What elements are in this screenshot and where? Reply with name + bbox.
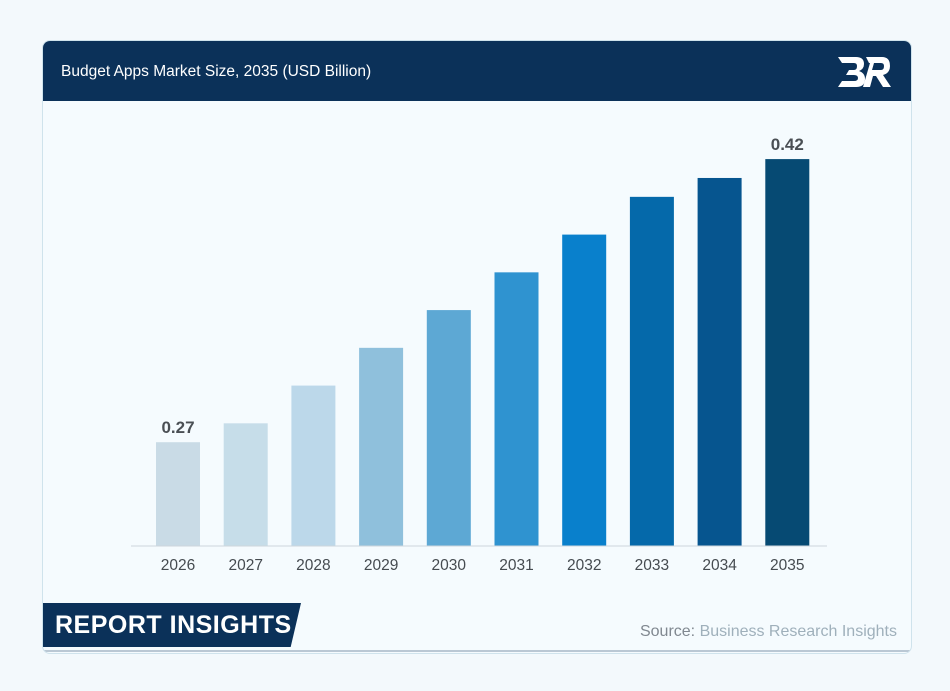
source-value: Business Research Insights <box>699 623 897 640</box>
data-label-2026: 0.27 <box>161 418 194 437</box>
bar-2033 <box>629 196 674 546</box>
report-insights-label: REPORT INSIGHTS <box>55 611 292 639</box>
x-tick-label: 2030 <box>432 557 467 574</box>
bar-2027 <box>223 423 268 546</box>
x-tick-label: 2026 <box>161 557 195 574</box>
data-label-2035: 0.42 <box>771 135 804 154</box>
bottom-divider <box>43 650 911 652</box>
bar-2035 <box>765 159 810 546</box>
bar-2026 <box>156 442 200 546</box>
source-note: Source: Business Research Insights <box>640 623 897 641</box>
source-label: Source: <box>639 623 696 640</box>
bar-2031 <box>494 272 539 546</box>
brand-logo-icon <box>838 57 891 87</box>
bar-2032 <box>562 234 607 546</box>
x-tick-label: 2028 <box>296 557 330 574</box>
bar-chart: 2026 2027 2028 2029 2030 2031 2032 2033 2034 2035… <box>131 135 827 574</box>
bar-2029 <box>359 347 404 546</box>
x-tick-label: 2035 <box>770 557 804 574</box>
chart-card: Budget Apps Market Size, 2035 (USD Billi… <box>42 40 912 654</box>
x-tick-label: 2029 <box>364 557 398 574</box>
chart-header: Budget Apps Market Size, 2035 (USD Billi… <box>43 41 911 101</box>
x-tick-label: 2031 <box>499 557 533 574</box>
x-tick-label: 2033 <box>635 557 669 574</box>
chart-title: Budget Apps Market Size, 2035 (USD Billi… <box>61 63 372 80</box>
bar-2030 <box>426 310 471 546</box>
x-tick-label: 2032 <box>567 557 601 574</box>
x-tick-label: 2034 <box>702 557 737 574</box>
bar-2034 <box>697 177 742 546</box>
report-insights-badge: REPORT INSIGHTS <box>43 603 301 647</box>
x-tick-label: 2027 <box>228 557 262 574</box>
bar-2028 <box>291 385 336 546</box>
